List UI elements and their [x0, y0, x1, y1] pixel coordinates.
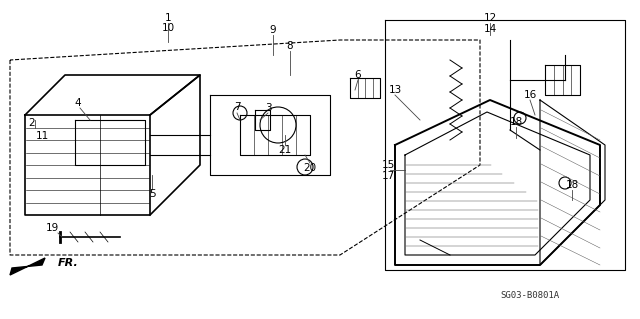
Text: 19: 19 — [45, 223, 59, 233]
Text: 7: 7 — [234, 102, 240, 112]
Text: 20: 20 — [303, 163, 317, 173]
Text: FR.: FR. — [58, 258, 79, 268]
Text: 9: 9 — [269, 25, 276, 35]
Text: 15: 15 — [381, 160, 395, 170]
Text: 2: 2 — [29, 118, 35, 128]
Text: 21: 21 — [278, 145, 292, 155]
Text: 3: 3 — [265, 103, 271, 113]
Text: 17: 17 — [381, 171, 395, 181]
Text: 18: 18 — [565, 180, 579, 190]
Polygon shape — [10, 258, 45, 275]
Text: 6: 6 — [355, 70, 362, 80]
Text: 8: 8 — [287, 41, 293, 51]
Text: 16: 16 — [524, 90, 536, 100]
Text: 11: 11 — [35, 131, 49, 141]
Text: 10: 10 — [161, 23, 175, 33]
Text: 18: 18 — [509, 117, 523, 127]
Text: 4: 4 — [75, 98, 81, 108]
Text: 5: 5 — [148, 189, 156, 199]
Text: 12: 12 — [483, 13, 497, 23]
Text: 14: 14 — [483, 24, 497, 34]
Text: 13: 13 — [388, 85, 402, 95]
Text: SG03-B0801A: SG03-B0801A — [500, 291, 559, 300]
Text: 1: 1 — [164, 13, 172, 23]
